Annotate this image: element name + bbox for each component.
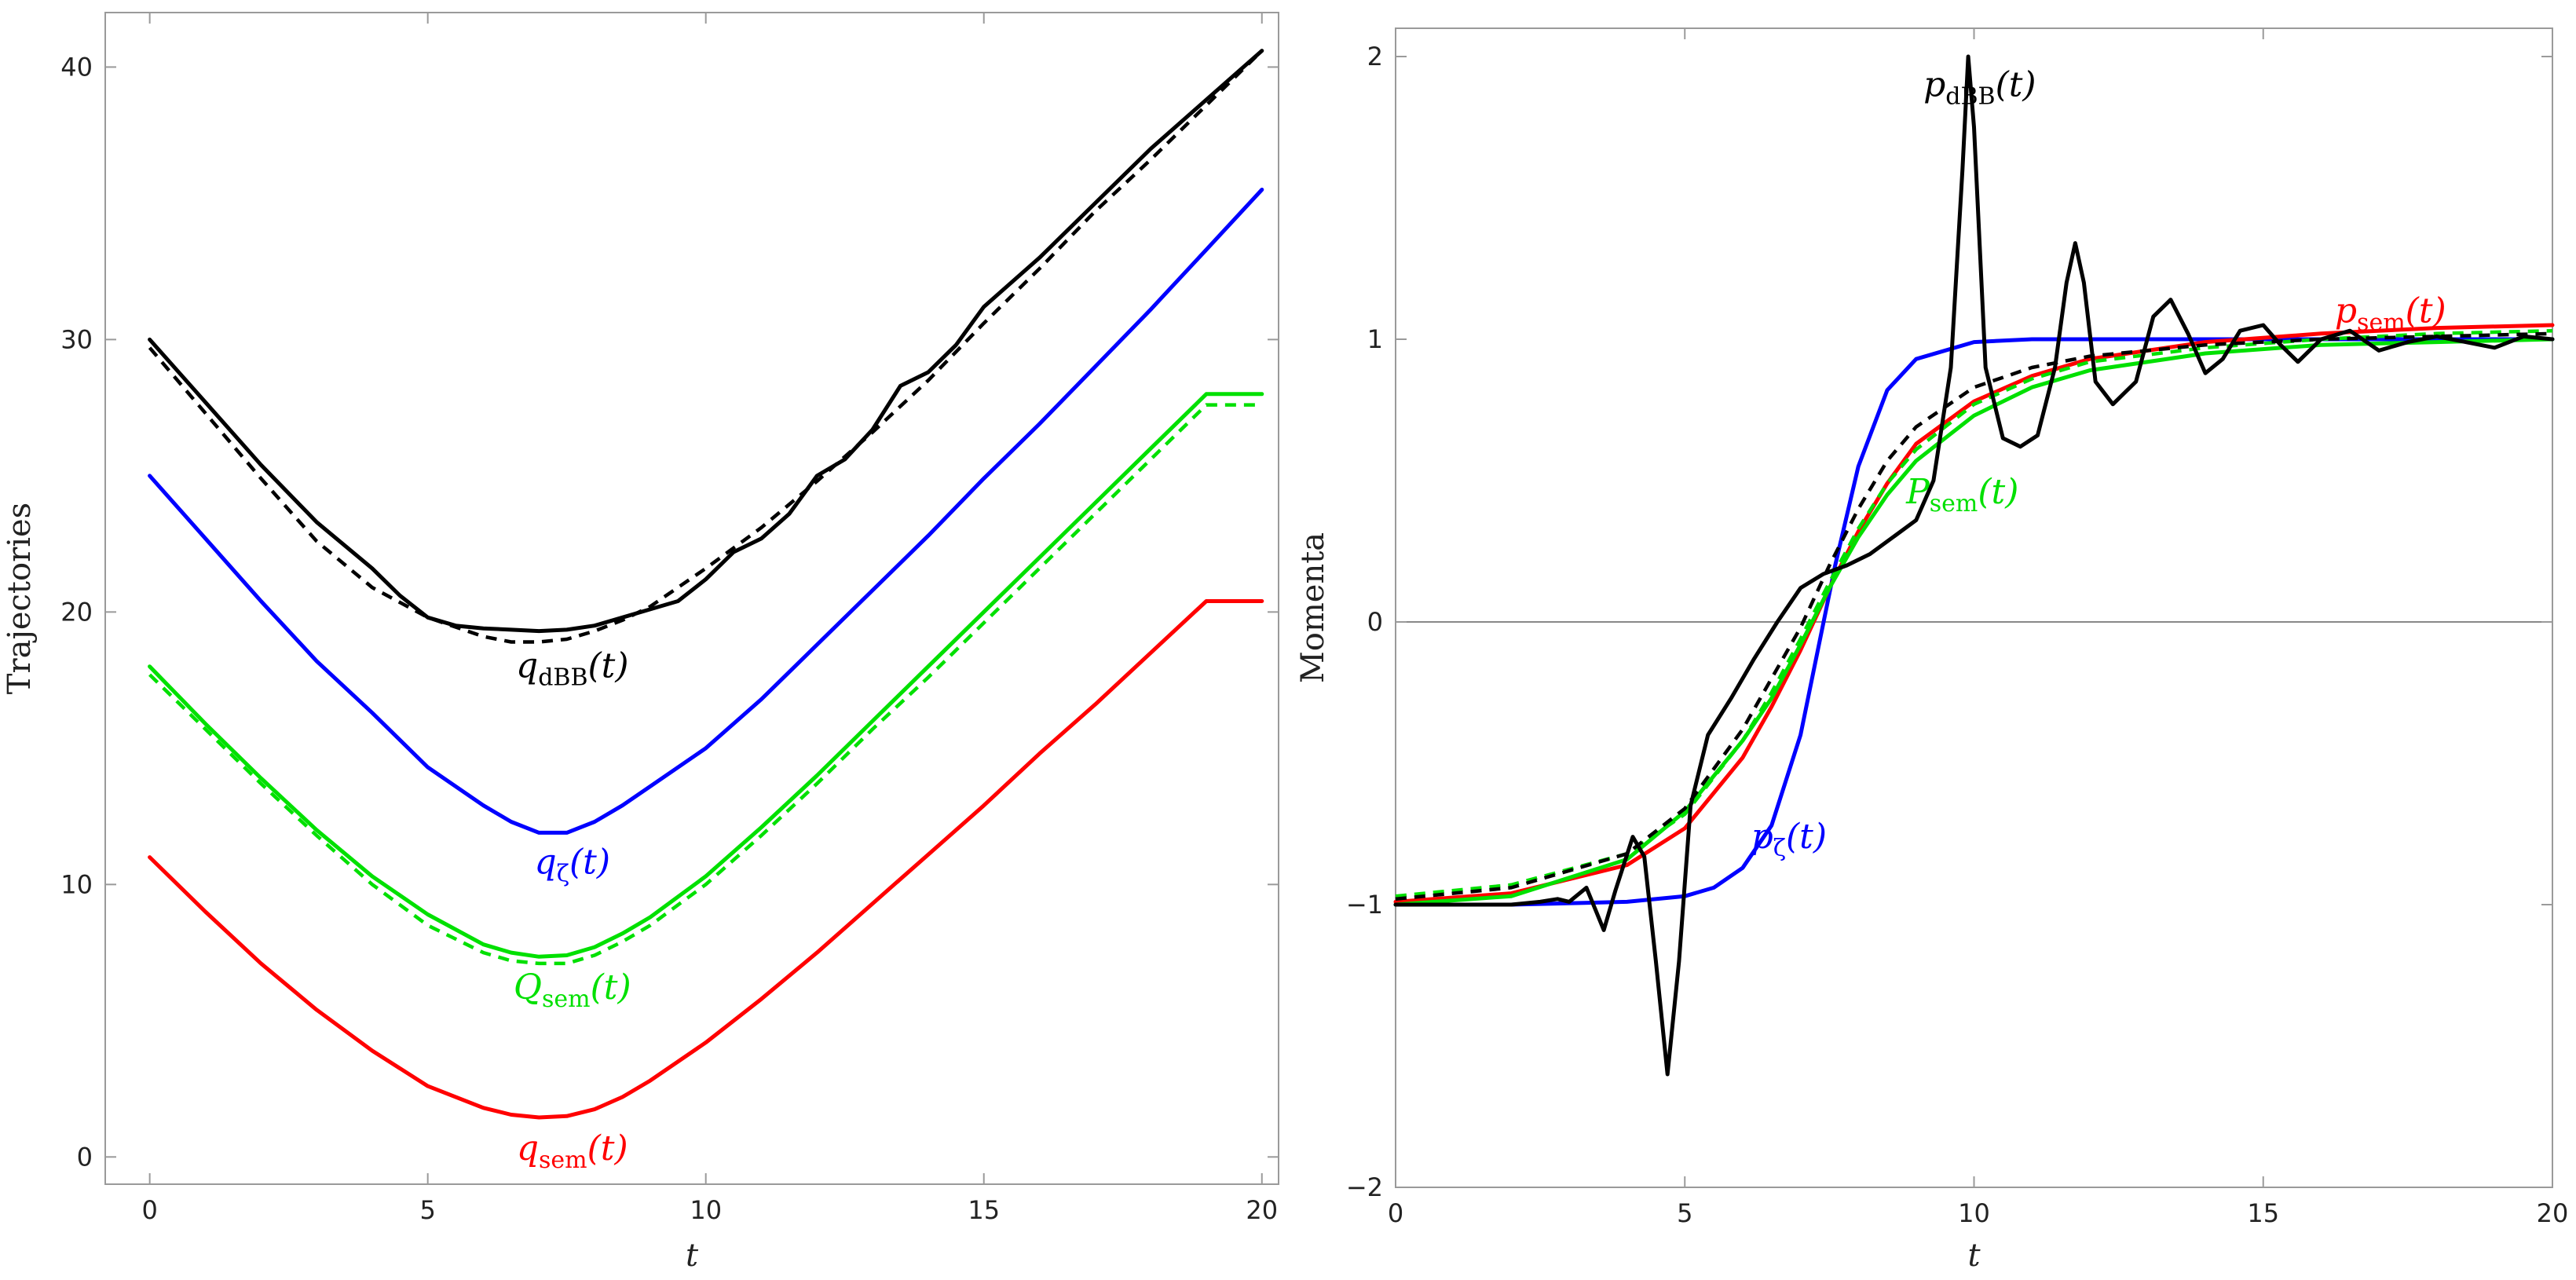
curve-label-qdbb: qdBB(t) xyxy=(516,646,628,692)
x-tick-label: 15 xyxy=(2247,1198,2279,1228)
curve-label-Qsem: Qsem(t) xyxy=(514,967,631,1013)
plot-frame xyxy=(104,12,1279,1185)
x-tick-label: 5 xyxy=(1677,1198,1692,1228)
x-tick-label: 5 xyxy=(419,1195,435,1225)
y-tick-label: −1 xyxy=(1346,890,1383,920)
series-line-pdbb xyxy=(1393,54,2555,1077)
curve-label-pzeta: pζ(t) xyxy=(1751,817,1827,862)
x-tick-label: 20 xyxy=(2537,1198,2569,1228)
x-tick-label: 10 xyxy=(690,1195,722,1225)
series-line-Psem_dash xyxy=(1395,328,2553,898)
y-axis-label: Momenta xyxy=(1295,532,1331,683)
chart-panel-1: 0 5 10 15 20 0 10 20 30 40 t Trajectories qdBB(t) qζ(… xyxy=(2,12,1279,1274)
y-axis-label: Trajectories xyxy=(2,503,38,694)
y-tick-label: 30 xyxy=(60,324,93,354)
curve-label-qsem: qsem(t) xyxy=(517,1128,628,1174)
series-line-qzeta xyxy=(148,188,1264,835)
series-line-pdbb_dash xyxy=(1395,331,2553,901)
x-tick-label: 20 xyxy=(1246,1195,1278,1225)
curve-label-pdbb: pdBB(t) xyxy=(1923,64,2036,110)
y-tick-label: 20 xyxy=(60,597,93,627)
curve-label-psem: psem(t) xyxy=(2335,291,2446,336)
x-axis-label: t xyxy=(1967,1238,1981,1274)
series-line-Qsem_dash xyxy=(148,403,1262,966)
x-tick-label: 0 xyxy=(1388,1198,1403,1228)
y-tick-label: 10 xyxy=(60,869,93,899)
x-axis-label: t xyxy=(686,1238,699,1274)
series-line-Psem xyxy=(1393,337,2555,907)
series-line-pzeta xyxy=(1393,337,2555,907)
y-tick-label: 0 xyxy=(1367,607,1383,637)
x-tick-label: 15 xyxy=(968,1195,1000,1225)
series-line-psem xyxy=(1393,323,2555,904)
y-tick-label: 40 xyxy=(60,52,93,82)
series-line-qdbb xyxy=(148,49,1264,634)
series-line-qsem xyxy=(148,599,1264,1120)
curve-label-Psem: Psem(t) xyxy=(1905,472,2018,517)
y-tick-label: 2 xyxy=(1367,42,1383,71)
chart-panel-2: 0 5 10 15 20 −2 −1 0 1 2 t Momenta pdBB(t) psem(t) Pse… xyxy=(1295,27,2569,1274)
plot-frame xyxy=(1395,27,2553,1188)
series-line-Qsem xyxy=(148,392,1264,959)
y-tick-label: −2 xyxy=(1346,1172,1383,1202)
series-line-qdbb_dash xyxy=(148,49,1264,644)
x-tick-label: 0 xyxy=(141,1195,157,1225)
x-tick-label: 10 xyxy=(1958,1198,1990,1228)
curve-label-qzeta: qζ(t) xyxy=(535,842,610,887)
y-tick-label: 1 xyxy=(1367,324,1383,354)
y-tick-label: 0 xyxy=(77,1142,93,1172)
